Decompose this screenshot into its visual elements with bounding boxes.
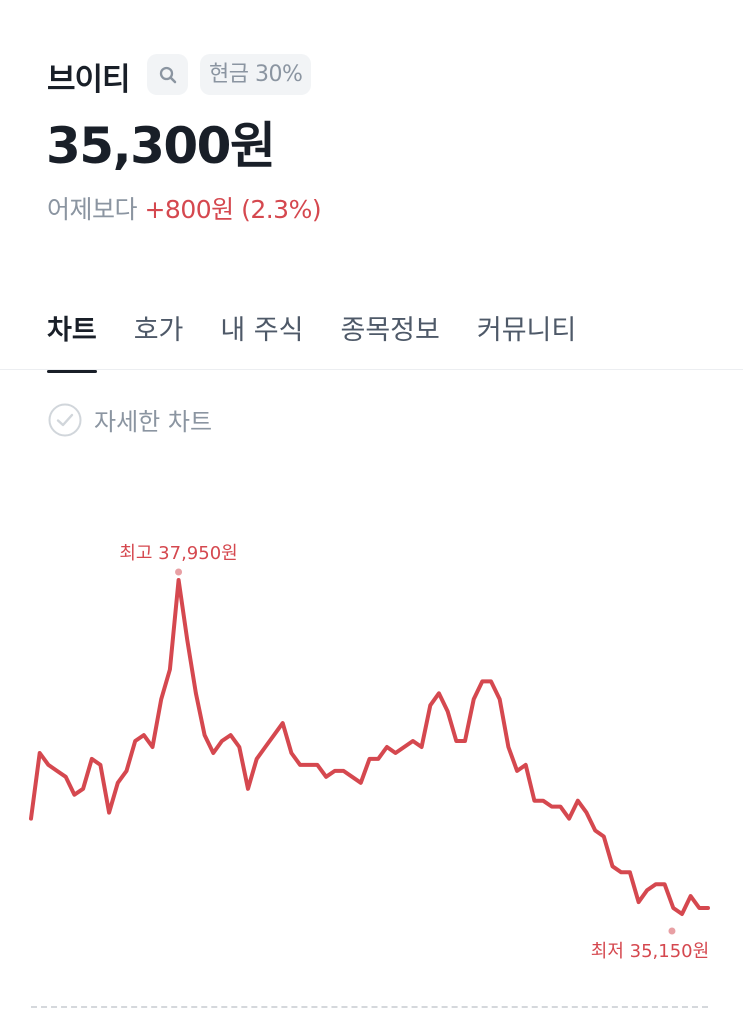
tab-chart[interactable]: 차트 [47,308,97,373]
tab-stock-info[interactable]: 종목정보 [340,315,440,346]
high-marker [175,568,183,576]
change-value: +800원 (2.3%) [144,195,322,224]
tab-community[interactable]: 커뮤니티 [476,315,577,346]
high-label: 최고 37,950원 [119,543,237,564]
tab-bar: 차트 호가 내 주식 종목정보 커뮤니티 [47,308,613,373]
detailed-chart-label: 자세한 차트 [94,408,213,436]
current-price: 35,300원 [46,117,276,175]
price-line [29,578,710,916]
cash-ratio-badge[interactable]: 현금 30% [200,54,312,95]
low-label: 최저 35,150원 [591,941,709,962]
change-label: 어제보다 [47,195,138,224]
search-button[interactable] [147,54,188,95]
tab-my-stock[interactable]: 내 주식 [220,315,304,346]
price-chart: 최고 37,950원 최저 35,150원 [29,543,710,962]
check-circle-icon [48,403,82,436]
stock-name: 브이티 [47,62,131,98]
chart-baseline [31,1006,708,1008]
low-marker [668,927,676,935]
price-change: 어제보다 +800원 (2.3%) [47,190,322,226]
search-icon [159,66,176,83]
tab-orderbook[interactable]: 호가 [133,315,184,346]
divider [0,369,743,370]
detailed-chart-toggle[interactable]: 자세한 차트 [48,402,212,437]
